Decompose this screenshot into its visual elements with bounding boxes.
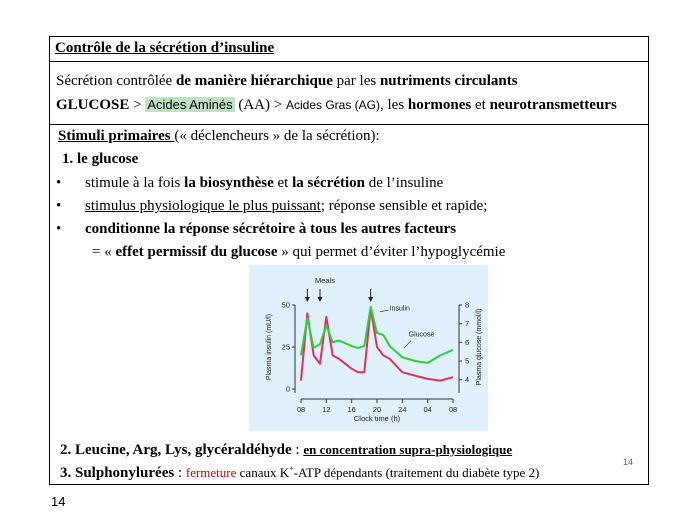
- x-tick-label: 24: [398, 405, 406, 414]
- y-right-tick-label: 7: [465, 319, 469, 328]
- permissive-text: » qui permet d’éviter l’hypoglycémie: [277, 244, 506, 260]
- x-tick-label: 20: [373, 405, 381, 414]
- permissive-bold: effet permissif du glucose: [115, 244, 278, 260]
- bullet-bold: la sécrétion: [292, 175, 365, 191]
- y-right-tick-label: 6: [465, 338, 469, 347]
- inner-page-number: 14: [623, 457, 634, 467]
- slide-title: Contrôle de la sécrétion d’insuline: [55, 40, 275, 56]
- bullet-text: et: [273, 175, 293, 191]
- item-1: 1. le glucose: [62, 151, 138, 168]
- permissive-line: = « effet permissif du glucose » qui per…: [92, 244, 505, 261]
- stimuli-heading-underlined: Stimuli primaires: [58, 128, 175, 144]
- bullet-underlined: stimulus physiologique le plus puissant: [85, 198, 321, 214]
- y-right-axis-label: Plasma glucose (mmol/l): [476, 309, 483, 386]
- gt-sign: >: [129, 97, 146, 113]
- item-2-bold: 2. Leucine, Arg, Lys, glycéraldéhyde: [60, 442, 292, 458]
- item-2-underlined: en concentration supra-physiologique: [303, 442, 513, 457]
- y-left-axis-label: Plasma insulin (mU/l): [266, 314, 273, 380]
- intro-bold-hierarchique: de manière hiérarchique: [175, 73, 333, 89]
- y-left-tick-label: 0: [286, 385, 290, 394]
- meal-arrow-head: [317, 297, 323, 302]
- item-1-label: 1. le glucose: [62, 151, 139, 167]
- stimuli-heading: Stimuli primaires (« déclencheurs » de l…: [58, 128, 380, 145]
- insulin-glucose-chart: 08 12 16 20 24 04 08 Clock time (h) 0 25 50 Plasma …: [249, 265, 488, 431]
- x-tick-label: 08: [297, 405, 305, 414]
- stimuli-heading-rest: (« déclencheurs » de la sécrétion):: [174, 128, 380, 144]
- item-2: 2. Leucine, Arg, Lys, glycéraldéhyde : e…: [60, 442, 512, 459]
- glucose-label: GLUCOSE: [56, 97, 130, 113]
- aa-label: (AA) >: [234, 97, 286, 113]
- insulin-series-label: Insulin: [390, 305, 410, 312]
- meal-arrow-head: [368, 297, 374, 302]
- hormones-label: hormones: [407, 97, 472, 113]
- bullet-dot: •: [56, 175, 62, 191]
- bullet-text: ; réponse sensible et rapide;: [320, 198, 488, 214]
- bullet-3-text: conditionne la réponse sécrétoire à tous…: [85, 221, 457, 237]
- intro-text: et: [471, 97, 490, 113]
- acides-gras-label: Acides Gras (AG): [285, 98, 380, 112]
- item-3-sup: +: [289, 464, 294, 473]
- y-left-tick-label: 25: [282, 343, 290, 352]
- y-right-tick-label: 5: [465, 357, 469, 366]
- bullet-dot: •: [56, 221, 62, 237]
- acides-amines-highlight: Acides Aminés: [145, 97, 235, 112]
- item-3-text: -ATP dépendants (traitement du diabète t…: [293, 465, 540, 480]
- bullet-dot: •: [56, 198, 62, 214]
- intro-text: par les: [332, 73, 380, 89]
- x-tick-label: 08: [449, 405, 457, 414]
- permissive-text: = «: [92, 244, 116, 260]
- meals-label: Meals: [315, 276, 335, 285]
- bullet-text: de l’insuline: [364, 175, 444, 191]
- intro-text: Sécrétion contrôlée: [56, 73, 176, 89]
- bullet-text: stimule à la fois: [85, 175, 185, 191]
- neurotransmetteurs-label: neurotransmetteurs: [489, 97, 617, 113]
- y-left-tick-label: 50: [282, 301, 290, 310]
- x-axis-label: Clock time (h): [354, 414, 401, 423]
- slide: Contrôle de la sécrétion d’insuline Sécr…: [49, 36, 649, 485]
- item-2-colon: :: [291, 442, 304, 458]
- section-divider: [50, 124, 648, 125]
- x-tick-label: 12: [322, 405, 330, 414]
- series-line-insulin: [300, 307, 454, 382]
- item-3-red: fermeture: [185, 465, 237, 480]
- y-right-tick-label: 4: [465, 375, 469, 384]
- glucose-label-leader: [404, 340, 412, 349]
- intro-bold-nutriments: nutriments circulants: [379, 73, 518, 89]
- item-3-bold: 3. Sulphonylurées: [60, 465, 175, 481]
- bullet-2-text: stimulus physiologique le plus puissant;…: [85, 198, 487, 215]
- bullet-bold: la biosynthèse: [184, 175, 274, 191]
- chart-svg: 08 12 16 20 24 04 08 Clock time (h) 0 25 50 Plasma …: [266, 276, 483, 423]
- y-right-tick-label: 8: [465, 301, 469, 310]
- item-3-text: canaux K: [236, 465, 290, 480]
- series-line-glucose: [300, 305, 454, 364]
- bullet-1-text: stimule à la fois la biosynthèse et la s…: [85, 175, 443, 192]
- meal-arrow-head: [304, 297, 310, 302]
- item-3: 3. Sulphonylurées : fermeture canaux K+-…: [60, 464, 539, 482]
- insulin-label-leader: [379, 309, 389, 313]
- item-3-colon: :: [174, 465, 186, 481]
- intro-line-1: Sécrétion contrôlée de manière hiérarchi…: [56, 73, 518, 90]
- glucose-series-label: Glucose: [409, 332, 435, 339]
- x-tick-label: 16: [347, 405, 355, 414]
- outer-page-number: 14: [51, 494, 66, 509]
- intro-line-2: GLUCOSE > Acides Aminés (AA) > Acides Gr…: [56, 97, 617, 114]
- title-divider: [50, 61, 648, 62]
- intro-text: , les: [380, 97, 408, 113]
- x-tick-label: 04: [423, 405, 431, 414]
